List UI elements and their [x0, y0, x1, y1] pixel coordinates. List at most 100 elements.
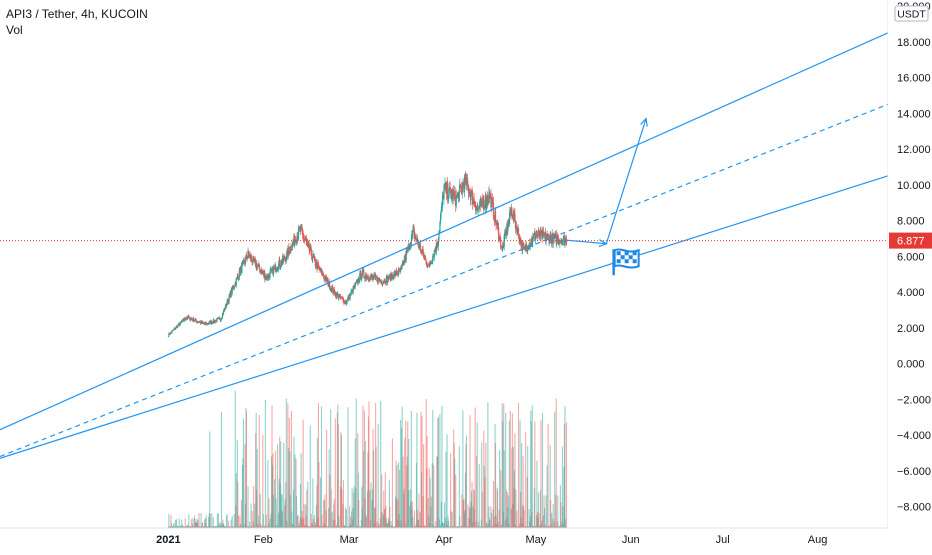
volume-bar [239, 523, 241, 528]
checkered-flag-icon[interactable] [612, 248, 640, 276]
candle-body [369, 276, 371, 281]
candle-body [441, 196, 444, 207]
time-tick-label: Aug [808, 534, 828, 546]
currency-label: USDT [897, 9, 926, 21]
candle-body [350, 291, 352, 295]
volume-bar [334, 418, 336, 528]
candle-body [230, 290, 232, 298]
channel-lower-line[interactable] [0, 175, 889, 459]
projection-path[interactable] [566, 118, 647, 245]
volume-bar [170, 523, 173, 528]
volume-bar [416, 509, 419, 528]
volume-bar [410, 410, 412, 528]
candle-body [252, 262, 254, 263]
candle-body [426, 264, 428, 266]
volume-bar [255, 412, 257, 528]
volume-bar [430, 496, 432, 528]
candle-body [439, 222, 441, 233]
candle-body [392, 276, 394, 280]
candle-body [297, 227, 300, 237]
candle-body [299, 226, 302, 231]
candle-body [272, 267, 275, 275]
candle-body [548, 235, 550, 237]
candle-body [427, 266, 429, 268]
time-tick-label: May [525, 534, 546, 546]
candle-body [542, 231, 545, 235]
channel-upper-line[interactable] [0, 32, 889, 431]
candle-body [522, 243, 524, 247]
candle-body [507, 220, 509, 228]
volume-bar [428, 468, 430, 528]
candle-body [393, 272, 395, 278]
candle-body [381, 283, 383, 285]
candle-body [257, 265, 259, 267]
candle-body [310, 247, 312, 249]
time-tick-label: Apr [435, 534, 452, 546]
symbol-title[interactable]: API3 / Tether, 4h, KUCOIN [6, 7, 148, 21]
currency-badge[interactable]: USDT [894, 5, 929, 22]
candle-body [287, 247, 289, 256]
volume-bar [471, 481, 473, 528]
volume-bar [354, 438, 356, 528]
volume-bar [262, 514, 264, 528]
candle-body [358, 278, 360, 282]
candle-body [440, 206, 443, 212]
volume-bar [283, 442, 285, 528]
candle-body [410, 238, 412, 247]
candle-body [514, 221, 517, 229]
candle-body [326, 280, 328, 283]
candle-body [454, 190, 456, 202]
candle-body [349, 293, 351, 299]
candle-body [354, 283, 356, 288]
candle-body [521, 243, 524, 251]
volume-bar [242, 418, 244, 528]
candle-body [443, 185, 446, 187]
last-price-badge: 6.877 [889, 232, 932, 249]
candle-body [459, 184, 461, 186]
volume-bar [489, 520, 491, 528]
volume-bar [330, 409, 332, 528]
volume-bar [269, 518, 271, 528]
candle-body [355, 282, 357, 283]
candle-body [242, 261, 244, 264]
candle-body [474, 205, 476, 207]
price-tick-label: 6.000 [897, 251, 925, 263]
time-axis[interactable]: 2021 Feb Mar Apr May Jun Jul Aug [156, 534, 827, 546]
volume-bar [375, 446, 377, 528]
candle-body [400, 267, 402, 269]
candle-body [336, 292, 338, 295]
volume-bar [461, 494, 463, 528]
candle-body [515, 225, 517, 229]
candle-body [453, 191, 455, 195]
volume-bar [290, 411, 292, 528]
candle-body [376, 276, 378, 282]
candle-body [336, 292, 338, 298]
volume-bar [320, 406, 323, 528]
candle-body [519, 237, 522, 242]
candle-body [169, 332, 172, 335]
candle-body [278, 263, 280, 270]
candle-body [476, 208, 478, 209]
candle-body [526, 247, 528, 252]
volume-bar [413, 510, 415, 528]
candle-body [172, 330, 174, 332]
volume-indicator-label[interactable]: Vol [6, 23, 23, 37]
candle-body [385, 283, 387, 284]
drawing-tools[interactable] [0, 32, 889, 459]
volume-bar [485, 442, 487, 528]
candle-body [448, 187, 450, 196]
candle-body [416, 238, 419, 242]
price-axis[interactable]: 20.00018.00016.00014.00012.00010.0008.00… [888, 0, 932, 550]
volume-bar [508, 420, 510, 528]
volume-bar [551, 512, 553, 528]
volume-bar [398, 462, 400, 528]
volume-bar [249, 521, 251, 528]
channel-middle-line[interactable] [0, 103, 889, 458]
candle-body [208, 323, 210, 325]
volume-bar [323, 499, 325, 528]
candle-body [413, 230, 415, 239]
candle-body [372, 277, 375, 279]
candle-body [212, 323, 214, 324]
